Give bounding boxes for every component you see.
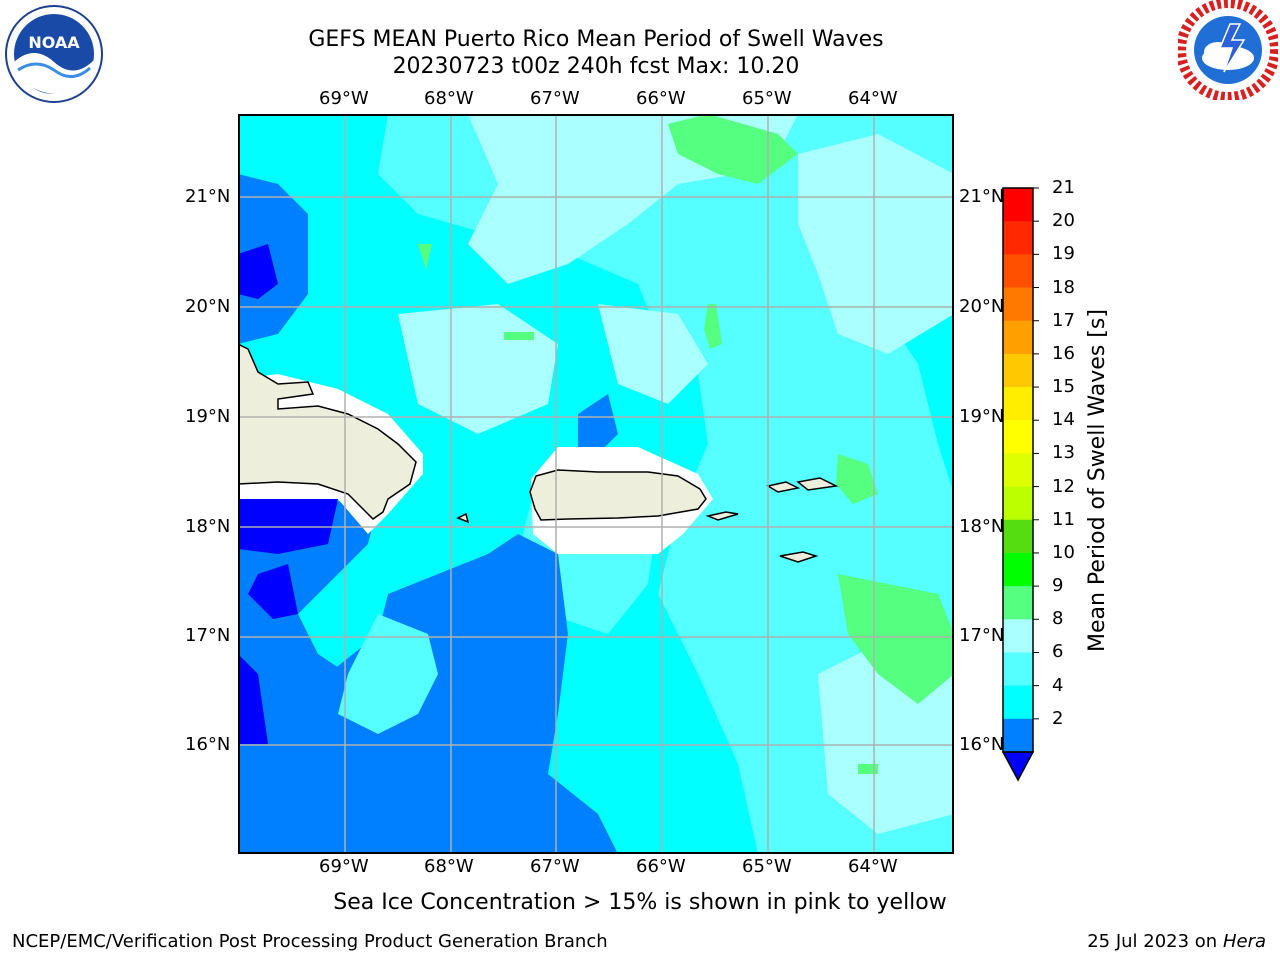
colorbar-label: Mean Period of Swell Waves [s] — [1085, 309, 1110, 652]
colorbar-band — [1003, 453, 1033, 488]
lon-label-bottom: 68°W — [424, 856, 474, 877]
lat-label-right: 17°N — [959, 625, 1005, 646]
map-title-line2: 20230723 t00z 240h fcst Max: 10.20 — [392, 54, 800, 79]
colorbar-band — [1003, 320, 1033, 355]
footer-host: Hera — [1222, 931, 1266, 952]
colorbar-band — [1003, 287, 1033, 322]
hispaniola — [238, 343, 417, 520]
colorbar-tick-label: 2 — [1052, 707, 1064, 729]
colorbar-band — [1003, 619, 1033, 653]
lon-label-bottom: 69°W — [319, 856, 369, 877]
lon-label-bottom: 64°W — [848, 856, 898, 877]
colorbar-tick-label: 17 — [1052, 309, 1075, 331]
field-9-10s — [398, 114, 954, 834]
lat-label-left: 20°N — [185, 296, 231, 317]
colorbar-frame — [1002, 187, 1034, 753]
colorbar-band — [1003, 519, 1033, 554]
lon-label-top: 68°W — [424, 88, 474, 109]
colorbar-band — [1003, 420, 1033, 454]
footer-credit: NCEP/EMC/Verification Post Processing Pr… — [12, 931, 608, 952]
colorbar-band — [1003, 652, 1033, 687]
colorbar-tick-label: 8 — [1052, 608, 1064, 630]
colorbar-tick-label: 10 — [1052, 541, 1075, 563]
vieques — [705, 511, 739, 521]
colorbar-band — [1003, 353, 1033, 388]
field-10-11s — [418, 114, 954, 774]
colorbar-tick-label: 15 — [1052, 376, 1075, 398]
colorbar-band — [1003, 718, 1033, 753]
map-frame — [238, 114, 954, 854]
colorbar-tick-label: 13 — [1052, 442, 1075, 464]
lat-label-left: 17°N — [185, 625, 231, 646]
sea-ice-note: Sea Ice Concentration > 15% is shown in … — [333, 890, 947, 915]
colorbar-tick-label: 14 — [1052, 409, 1075, 431]
lat-label-right: 16°N — [959, 734, 1005, 755]
colorbar-tick-label: 20 — [1052, 210, 1075, 232]
colorbar-tick-label: 12 — [1052, 475, 1075, 497]
nws-logo — [1178, 0, 1278, 100]
lat-label-right: 19°N — [959, 406, 1005, 427]
colorbar-tick-label: 11 — [1052, 508, 1075, 530]
lon-label-top: 66°W — [636, 88, 686, 109]
swell-period-map — [238, 114, 954, 854]
lon-label-bottom: 65°W — [742, 856, 792, 877]
colorbar-tick-label: 9 — [1052, 575, 1064, 597]
lat-label-right: 18°N — [959, 516, 1005, 537]
lon-label-top: 64°W — [848, 88, 898, 109]
colorbar-tick-label: 18 — [1052, 276, 1075, 298]
colorbar-tick-label: 21 — [1052, 177, 1075, 198]
lat-label-left: 18°N — [185, 516, 231, 537]
graticule — [238, 114, 954, 854]
lat-label-left: 21°N — [185, 186, 231, 207]
colorbar-band — [1003, 221, 1033, 255]
mona-island — [456, 512, 470, 524]
lon-label-bottom: 66°W — [636, 856, 686, 877]
lat-label-right: 21°N — [959, 186, 1005, 207]
colorbar — [1001, 187, 1039, 782]
footer-date-text: 25 Jul 2023 on — [1087, 931, 1223, 952]
footer-date: 25 Jul 2023 on Hera — [1087, 931, 1266, 952]
colorbar-tick-label: 4 — [1052, 674, 1064, 696]
colorbar-tick-label: 6 — [1052, 641, 1064, 663]
colorbar-band — [1003, 552, 1033, 587]
colorbar-band — [1003, 685, 1033, 720]
noaa-logo: NOAA — [5, 5, 103, 103]
lat-label-left: 16°N — [185, 734, 231, 755]
lat-label-left: 19°N — [185, 406, 231, 427]
lon-label-top: 67°W — [530, 88, 580, 109]
lon-label-top: 65°W — [742, 88, 792, 109]
lon-label-bottom: 67°W — [530, 856, 580, 877]
virgin-islands — [796, 477, 839, 491]
colorbar-tick-label: 16 — [1052, 342, 1075, 364]
colorbar-extend-arrow — [1001, 751, 1035, 782]
st-croix — [779, 551, 819, 563]
colorbar-band — [1003, 188, 1033, 222]
colorbar-band — [1003, 586, 1033, 620]
colorbar-band — [1003, 254, 1033, 289]
lon-label-top: 69°W — [319, 88, 369, 109]
map-title-line1: GEFS MEAN Puerto Rico Mean Period of Swe… — [308, 27, 884, 52]
noaa-logo-text: NOAA — [28, 33, 80, 52]
colorbar-tick-label: 19 — [1052, 243, 1075, 265]
lat-label-right: 20°N — [959, 296, 1005, 317]
field-4-6s — [238, 174, 618, 854]
st-thomas — [766, 481, 801, 493]
colorbar-band — [1003, 486, 1033, 521]
colorbar-band — [1003, 387, 1033, 421]
